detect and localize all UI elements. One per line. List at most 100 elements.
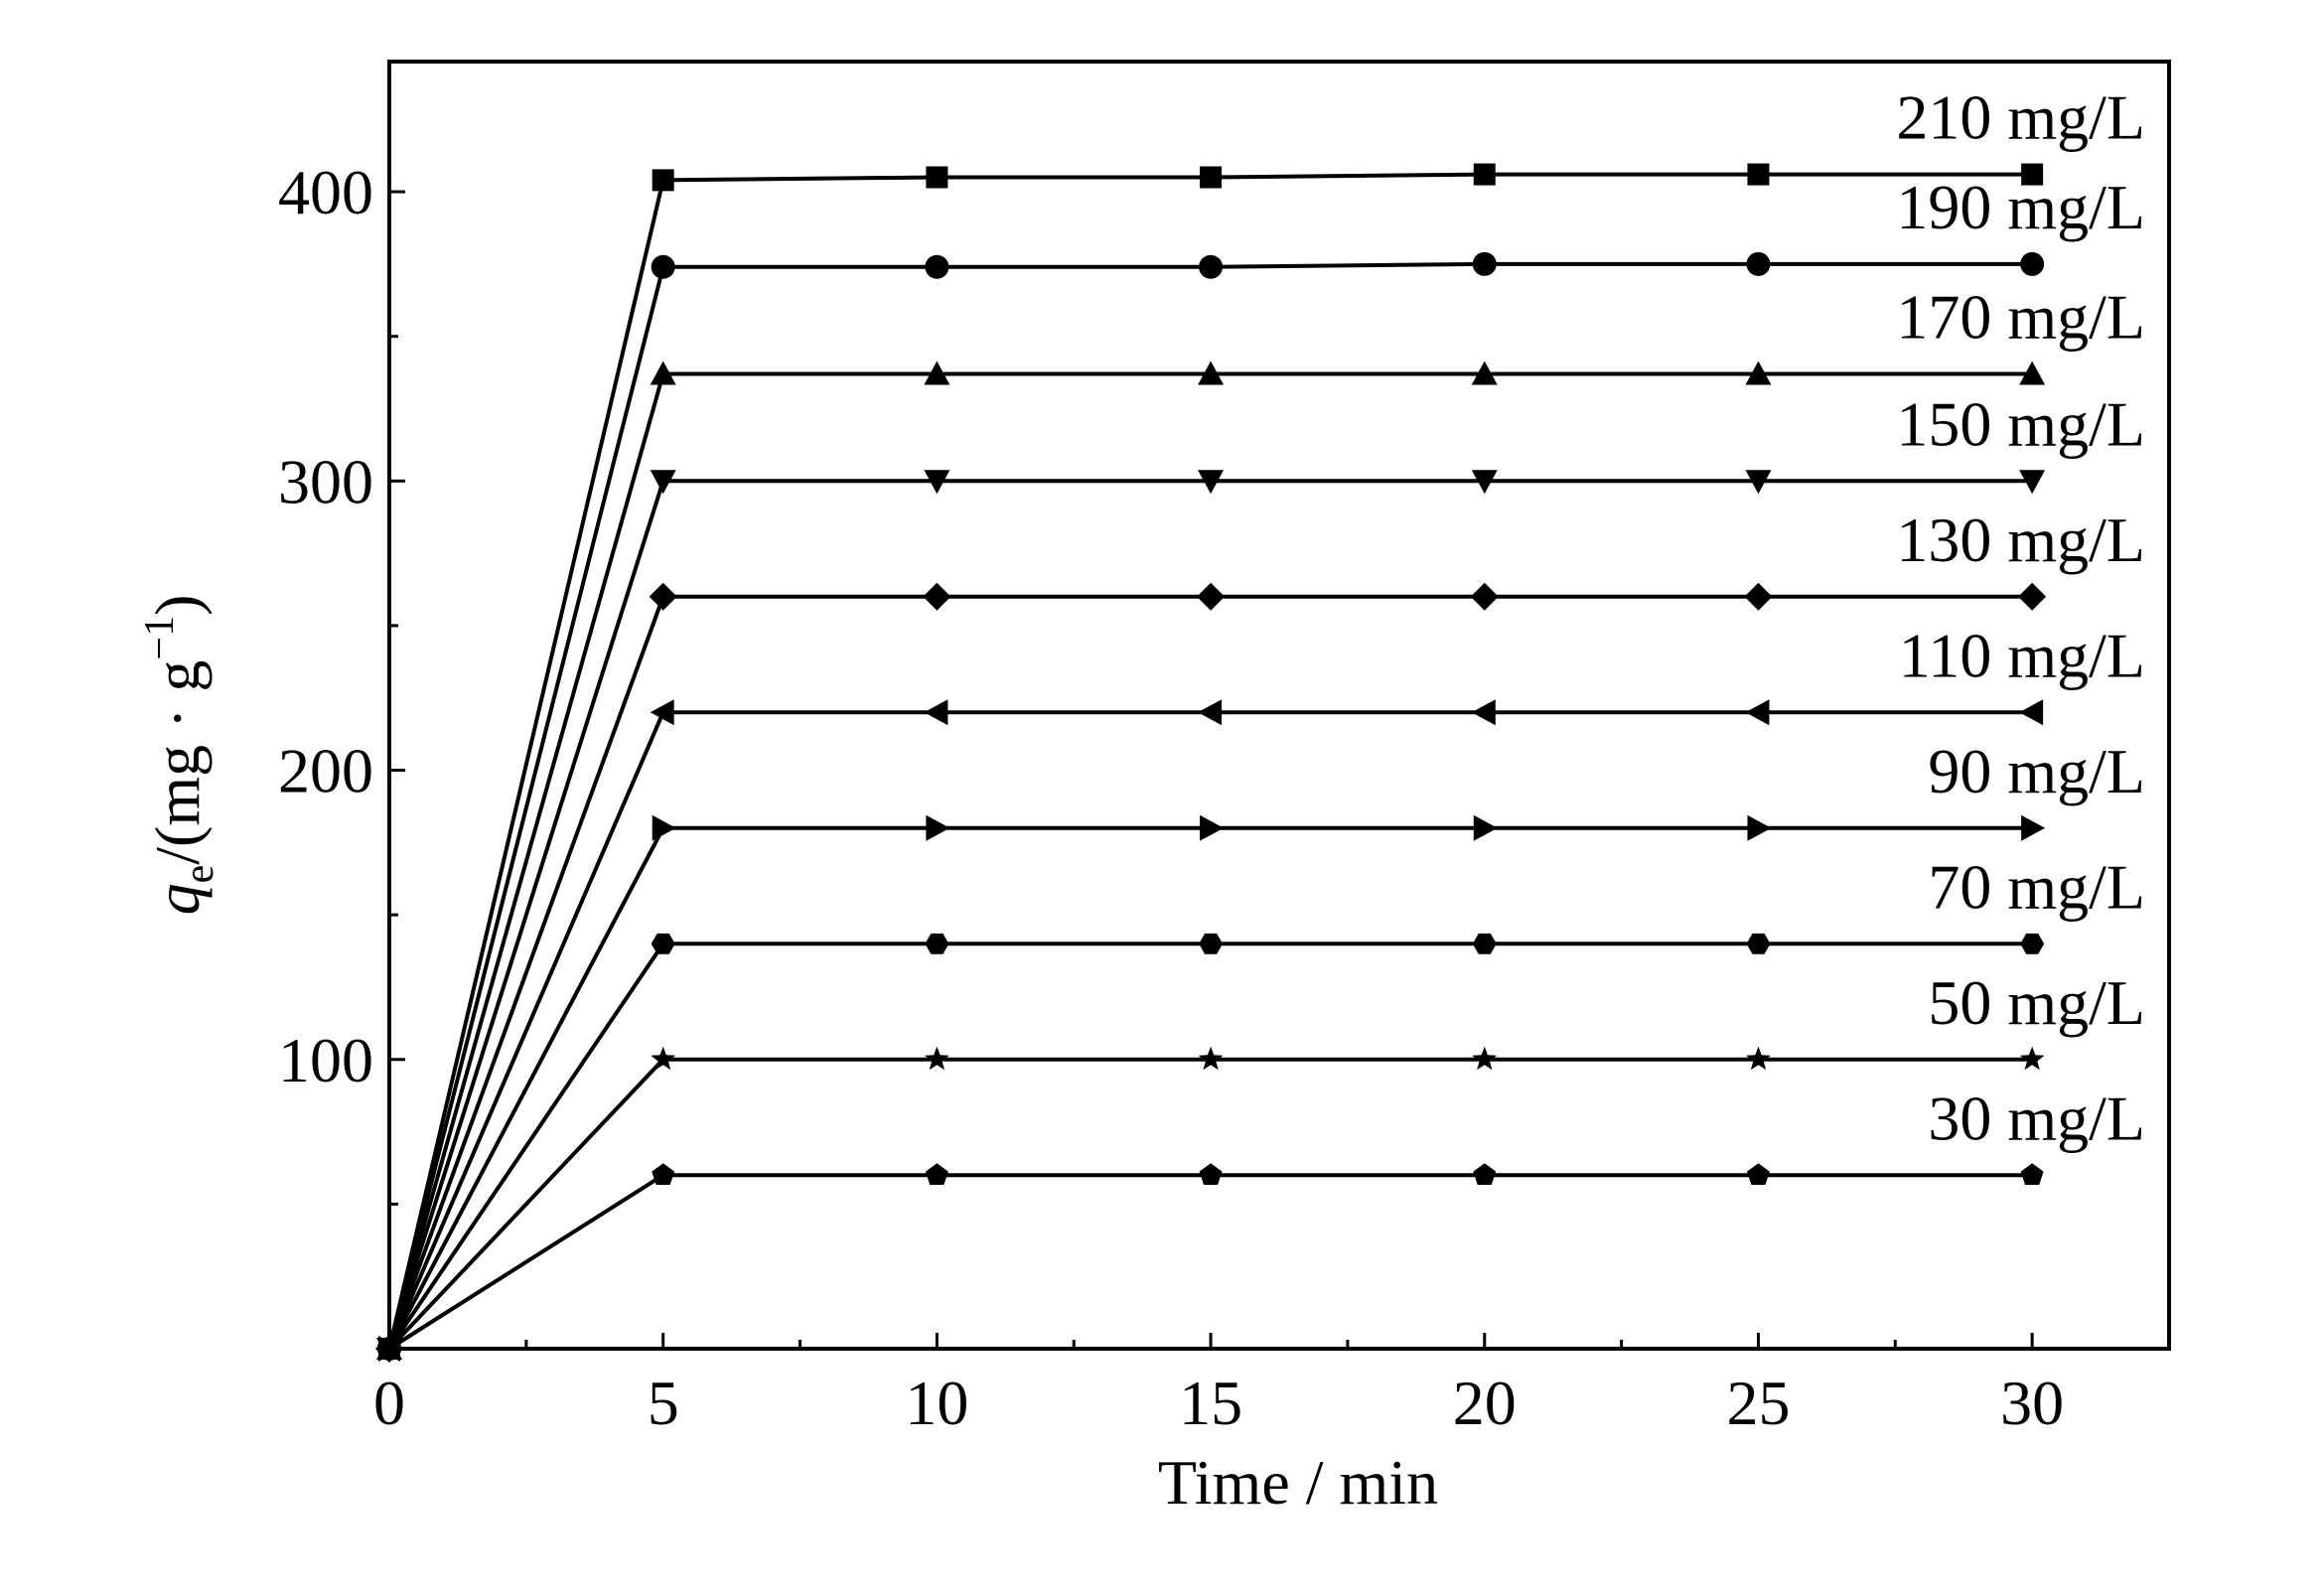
series-7	[377, 933, 2045, 1360]
series-line-2	[387, 371, 2033, 1350]
data-point-5-3	[1198, 699, 1223, 726]
series-label-4: 130 mg/L	[1896, 505, 2145, 575]
data-point-1-3	[1199, 254, 1224, 279]
series-5	[376, 699, 2044, 1362]
data-point-8-6	[2019, 1046, 2045, 1071]
data-point-2-5	[1745, 361, 1772, 385]
data-point-9-1	[652, 1163, 675, 1185]
data-point-9-3	[1199, 1163, 1223, 1185]
data-point-0-1	[652, 169, 674, 192]
x-tick-label-6: 30	[2000, 1368, 2064, 1438]
series-label-8: 50 mg/L	[1928, 967, 2145, 1038]
y-tick-label-3: 400	[278, 157, 373, 227]
data-point-1-4	[1472, 251, 1497, 276]
data-point-5-2	[924, 699, 948, 726]
data-point-1-6	[2020, 251, 2045, 276]
data-point-9-6	[2020, 1163, 2044, 1185]
data-point-1-1	[651, 254, 675, 279]
series-label-9: 30 mg/L	[1928, 1083, 2145, 1153]
data-point-0-4	[1473, 163, 1496, 186]
series-line-3	[387, 479, 2033, 1350]
data-point-5-5	[1745, 699, 1770, 726]
data-point-5-6	[2019, 699, 2044, 726]
y-tick-label-1: 200	[278, 736, 373, 806]
series-line-9	[387, 1173, 2033, 1351]
data-point-7-4	[1472, 933, 1497, 954]
data-point-0-5	[1747, 163, 1770, 186]
data-point-6-2	[926, 814, 950, 841]
data-point-8-3	[1198, 1046, 1224, 1071]
data-point-6-1	[652, 814, 676, 841]
y-axis-label-subscript: e	[177, 865, 222, 884]
plot-frame	[387, 60, 2171, 1351]
series-line-5	[387, 710, 2033, 1350]
series-9	[377, 1163, 2044, 1359]
data-point-4-6	[2018, 582, 2047, 611]
data-point-0-6	[2021, 163, 2044, 186]
data-point-9-0	[377, 1337, 401, 1359]
series-line-8	[387, 1057, 2033, 1351]
series-line-1	[387, 261, 2033, 1350]
y-axis-label: qe/(mg · g−1)	[137, 595, 222, 916]
series-4	[375, 582, 2047, 1363]
series-line-7	[387, 942, 2033, 1351]
x-tick-label-0: 0	[373, 1368, 405, 1438]
x-axis-label: Time / min	[1158, 1447, 1438, 1518]
data-point-3-1	[650, 470, 676, 495]
series-label-0: 210 mg/L	[1896, 82, 2145, 153]
series-label-2: 170 mg/L	[1896, 282, 2145, 353]
series-label-7: 70 mg/L	[1928, 851, 2145, 922]
data-point-8-1	[651, 1046, 676, 1071]
data-point-1-2	[925, 254, 949, 279]
series-2	[376, 361, 2046, 1360]
series-label-3: 150 mg/L	[1896, 388, 2145, 459]
data-point-9-4	[1473, 1163, 1497, 1185]
data-point-5-1	[650, 699, 674, 726]
y-axis-label-exponent: −1	[137, 616, 183, 660]
data-point-7-2	[925, 933, 949, 954]
x-tick-label-5: 25	[1726, 1368, 1790, 1438]
data-point-3-3	[1198, 470, 1225, 495]
series-label-6: 90 mg/L	[1928, 736, 2145, 806]
x-tick-label-4: 20	[1453, 1368, 1517, 1438]
y-tick-label-2: 300	[278, 446, 373, 516]
series-8	[376, 1046, 2045, 1360]
y-axis-label-close: )	[142, 595, 213, 616]
data-point-1-5	[1746, 251, 1771, 276]
x-tick-label-3: 15	[1179, 1368, 1242, 1438]
data-point-7-1	[651, 933, 675, 954]
data-point-9-2	[926, 1163, 948, 1185]
y-tick-label-0: 100	[278, 1025, 373, 1095]
data-point-7-5	[1746, 933, 1771, 954]
series-labels: 210 mg/L 190 mg/L 170 mg/L 150 mg/L 130 mg/L…	[1896, 82, 2145, 1154]
data-point-2-4	[1471, 361, 1498, 385]
axis-ticks: 0 5 10 15 20 25 30 100 200 300 400	[278, 157, 2064, 1438]
data-point-4-3	[1197, 582, 1226, 611]
data-point-4-4	[1470, 582, 1499, 611]
data-point-4-5	[1744, 582, 1773, 611]
data-point-4-2	[923, 582, 951, 611]
series-1	[377, 251, 2045, 1361]
series-6	[378, 814, 2046, 1362]
data-point-2-2	[924, 361, 950, 385]
data-point-8-5	[1746, 1046, 1771, 1071]
data-point-8-4	[1472, 1046, 1498, 1071]
data-point-8-2	[925, 1046, 949, 1071]
data-point-6-6	[2021, 814, 2046, 841]
data-point-3-6	[2019, 470, 2046, 495]
series-group	[375, 163, 2047, 1363]
data-point-2-6	[2019, 361, 2046, 385]
series-label-1: 190 mg/L	[1896, 172, 2145, 242]
data-point-2-3	[1198, 361, 1225, 385]
y-axis-label-symbol: q	[142, 883, 213, 915]
x-tick-label-2: 10	[905, 1368, 968, 1438]
series-label-5: 110 mg/L	[1899, 620, 2145, 690]
data-point-3-2	[924, 470, 950, 495]
data-point-6-3	[1200, 814, 1225, 841]
data-point-5-4	[1471, 699, 1496, 726]
data-point-9-5	[1747, 1163, 1770, 1185]
data-point-6-5	[1747, 814, 1772, 841]
data-point-4-1	[649, 582, 677, 611]
y-axis-label-unit: /(mg · g	[142, 660, 213, 865]
